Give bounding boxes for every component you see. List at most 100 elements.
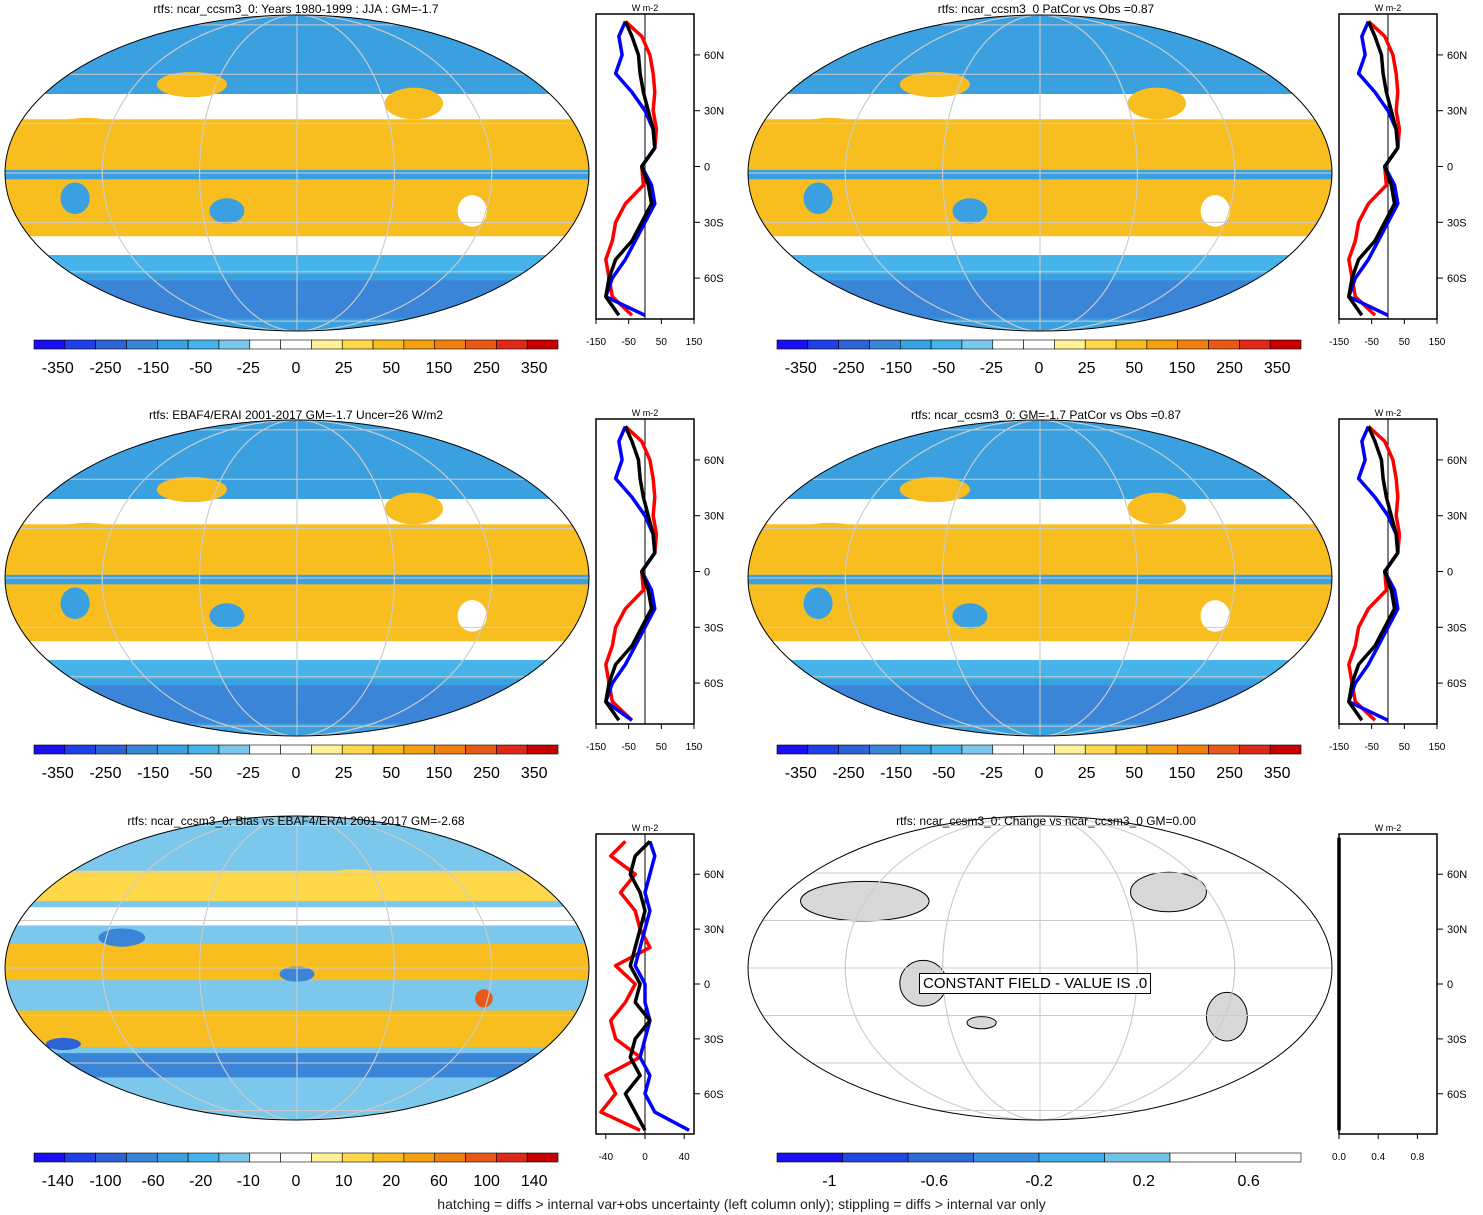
colorbar-tick-label: 0.2 xyxy=(1133,1173,1155,1190)
lat-tick-label: 30N xyxy=(1447,106,1467,118)
colorbar-swatch xyxy=(930,339,963,350)
field-patch xyxy=(475,989,493,1008)
graticule-meridian xyxy=(199,816,395,1120)
graticule-meridian xyxy=(942,816,1138,1120)
colorbar-tick-label: 250 xyxy=(1216,360,1243,377)
x-tick-label: -150 xyxy=(1329,337,1349,348)
zonal-series-obs2 xyxy=(1347,425,1400,722)
graticule-meridian xyxy=(101,816,493,1120)
colorbar-swatch xyxy=(156,339,189,350)
panel-p5: rtfs: ncar_ccsm3_0: Bias vs EBAF4/ERAI 2… xyxy=(0,810,740,1195)
graticule-meridian xyxy=(942,15,1138,331)
colorbar-tick-label: -150 xyxy=(137,360,169,377)
colorbar-swatch xyxy=(64,1152,96,1163)
colorbar-swatch xyxy=(1208,339,1240,350)
x-tick-label: 0.8 xyxy=(1410,1152,1424,1163)
colorbar-swatch xyxy=(899,744,932,755)
colorbar-swatch xyxy=(807,744,839,755)
colorbar-tick-label: 25 xyxy=(1078,360,1096,377)
colorbar-swatch xyxy=(1239,744,1271,755)
colorbar-tick-label: -25 xyxy=(980,765,1003,782)
x-tick-label: -50 xyxy=(621,742,636,753)
colorbar-swatch xyxy=(126,1152,158,1163)
colorbar-tick-label: 25 xyxy=(335,765,353,782)
graticule-meridian xyxy=(199,420,395,736)
colorbar-tick-label: 25 xyxy=(335,360,353,377)
colorbar-swatch xyxy=(218,1152,251,1163)
field-patch xyxy=(788,522,871,558)
colorbar-swatch xyxy=(95,339,127,350)
graticule-meridian xyxy=(844,420,1236,736)
colorbar-swatch xyxy=(1177,339,1209,350)
field-patch xyxy=(1127,492,1186,525)
colorbar-swatch xyxy=(526,744,559,755)
colorbar-tick-label: -50 xyxy=(189,360,212,377)
colorbar-swatch xyxy=(496,1152,528,1163)
x-tick-label: 50 xyxy=(1399,742,1411,753)
lat-tick-label: 30N xyxy=(704,924,724,936)
zonal-unit-label: W m-2 xyxy=(1375,823,1402,833)
field-patch xyxy=(457,600,487,632)
lat-tick-label: 30S xyxy=(704,622,724,634)
zonal-unit-label: W m-2 xyxy=(1375,3,1402,13)
lat-tick-label: 30S xyxy=(704,217,724,229)
panel-title: rtfs: ncar_ccsm3_0 PatCor vs Obs =0.87 xyxy=(937,2,1155,16)
colorbar-tick-label: -0.6 xyxy=(920,1173,948,1190)
lat-tick-label: 30S xyxy=(1447,217,1467,229)
lat-tick-label: 60S xyxy=(1447,678,1467,690)
constant-field-label: CONSTANT FIELD - VALUE IS .0 xyxy=(919,973,1152,994)
graticule-meridian xyxy=(199,15,395,331)
lat-tick-label: 0 xyxy=(704,162,710,174)
x-tick-label: 0 xyxy=(642,1152,648,1163)
colorbar-tick-label: 350 xyxy=(1264,765,1291,782)
colorbar-swatch xyxy=(33,339,66,350)
lat-tick-label: 60N xyxy=(1447,50,1467,62)
footer-note: hatching = diffs > internal var+obs unce… xyxy=(437,1196,1046,1212)
field-patch xyxy=(1127,87,1186,120)
field-patch xyxy=(209,603,245,629)
colorbar-tick-label: 150 xyxy=(426,360,453,377)
lat-tick-label: 60N xyxy=(704,50,724,62)
colorbar-tick-label: 0 xyxy=(292,360,301,377)
colorbar-swatch xyxy=(1054,339,1086,350)
panel-title: rtfs: ncar_ccsm3_0: GM=-1.7 PatCor vs Ob… xyxy=(910,408,1182,422)
x-tick-label: -50 xyxy=(1364,742,1379,753)
colorbar-swatch xyxy=(1023,339,1055,350)
colorbar-tick-label: 0 xyxy=(292,765,301,782)
map-field xyxy=(748,420,1332,736)
x-tick-label: 50 xyxy=(656,337,668,348)
field-patch xyxy=(1200,600,1230,632)
colorbar-swatch xyxy=(64,339,96,350)
colorbar-swatch xyxy=(218,744,251,755)
colorbar-swatch xyxy=(1104,1152,1171,1163)
field-patch xyxy=(60,182,90,215)
colorbar-tick-label: 100 xyxy=(473,1173,500,1190)
colorbar-tick-label: 140 xyxy=(521,1173,548,1190)
map-outline xyxy=(747,14,1333,332)
colorbar-tick-label: 0 xyxy=(292,1173,301,1190)
continent-shape xyxy=(966,1016,997,1030)
map-outline xyxy=(4,14,590,332)
zonal-series-obs xyxy=(633,840,690,1132)
colorbar-swatch xyxy=(95,744,127,755)
colorbar-tick-label: -250 xyxy=(832,360,864,377)
colorbar-swatch xyxy=(311,339,343,350)
colorbar-tick-label: 150 xyxy=(426,765,453,782)
colorbar-swatch xyxy=(280,1152,312,1163)
colorbar-swatch xyxy=(1084,744,1117,755)
colorbar-tick-label: 60 xyxy=(430,1173,448,1190)
colorbar-swatch xyxy=(869,744,901,755)
map-outline xyxy=(747,815,1333,1121)
field-patch xyxy=(899,476,970,503)
lat-tick-label: 0 xyxy=(1447,567,1453,579)
field-patch xyxy=(45,117,128,153)
field-patch xyxy=(384,492,443,525)
colorbar-swatch xyxy=(1239,339,1271,350)
graticule-meridian xyxy=(101,15,493,331)
zonal-series-model xyxy=(1347,20,1402,317)
map-field xyxy=(748,816,1332,1120)
panel-title: rtfs: ncar_ccsm3_0: Change vs ncar_ccsm3… xyxy=(896,814,1196,828)
field-patch xyxy=(384,87,443,120)
